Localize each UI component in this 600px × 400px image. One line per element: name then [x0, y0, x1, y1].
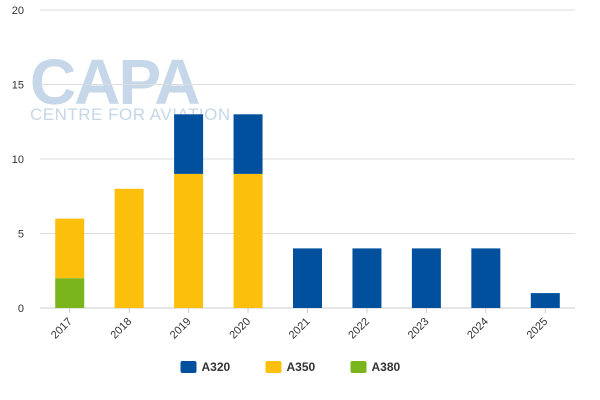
legend-item-a350[interactable]: A350 — [265, 360, 316, 374]
bar-a350-2017[interactable] — [55, 218, 85, 279]
x-tick-label: 2024 — [465, 316, 491, 342]
legend-label: A350 — [287, 360, 316, 374]
legend-item-a320[interactable]: A320 — [180, 360, 231, 374]
bar-a350-2019[interactable] — [174, 173, 204, 308]
x-tick-label: 2025 — [525, 316, 551, 342]
bar-a320-2025[interactable] — [530, 293, 560, 308]
x-tick-label: 2021 — [287, 316, 313, 342]
legend-swatch — [350, 361, 367, 373]
y-tick-label: 5 — [18, 229, 24, 241]
y-tick-label: 10 — [12, 154, 24, 166]
y-axis: 0 5 10 15 20 — [12, 5, 24, 315]
watermark-brand: CAPA — [30, 46, 199, 118]
bar-a320-2019[interactable] — [174, 114, 204, 174]
x-tick-label: 2019 — [168, 316, 194, 342]
legend-label: A380 — [372, 360, 401, 374]
y-tick-label: 15 — [12, 80, 24, 92]
x-axis: 2017 2018 2019 2020 2021 2022 2023 2024 2025 — [49, 308, 550, 341]
bar-a320-2022[interactable] — [352, 248, 382, 308]
bar-a350-2018[interactable] — [114, 188, 144, 308]
x-tick-label: 2018 — [108, 316, 134, 342]
bar-a380-2017[interactable] — [55, 278, 85, 308]
x-tick-label: 2017 — [49, 316, 75, 342]
bar-a320-2024[interactable] — [471, 248, 501, 308]
y-tick-label: 20 — [12, 5, 24, 17]
legend-item-a380[interactable]: A380 — [350, 360, 401, 374]
legend-label: A320 — [202, 360, 231, 374]
bar-a320-2021[interactable] — [293, 248, 322, 308]
bars — [55, 114, 560, 308]
x-tick-label: 2023 — [406, 316, 432, 342]
x-tick-label: 2020 — [227, 316, 253, 342]
y-tick-label: 0 — [18, 303, 24, 315]
bar-a350-2020[interactable] — [233, 173, 263, 308]
x-tick-label: 2022 — [346, 316, 372, 342]
bar-a320-2020[interactable] — [233, 114, 263, 174]
legend: A320 A350 A380 — [180, 360, 401, 374]
legend-swatch — [265, 361, 282, 373]
bar-a320-2023[interactable] — [411, 248, 441, 308]
legend-swatch — [180, 361, 197, 373]
